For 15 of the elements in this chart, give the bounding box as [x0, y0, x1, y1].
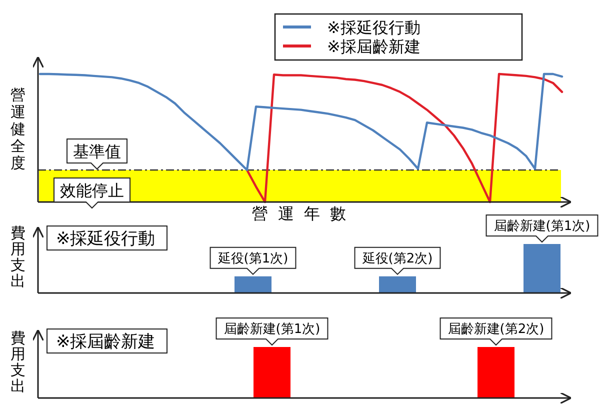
band-label: 效能停止	[60, 180, 124, 200]
chart-title: ※採屆齡新建	[56, 332, 156, 352]
text: 屆齡新建(第1次)	[224, 322, 320, 338]
legend-label: ※採屆齡新建	[327, 37, 420, 56]
y-axis-title: 費用支出	[10, 329, 26, 395]
annotation: 延役(第1次)	[216, 252, 288, 267]
chart-title: ※採延役行動	[56, 229, 156, 249]
y-axis-title: 營運健全度	[10, 86, 26, 172]
y-axis-title: 費用支出	[10, 224, 26, 290]
x-axis-title: 營運年數	[252, 204, 356, 223]
ref-line-label: 基準值	[73, 142, 121, 161]
text: 屆齡新建(第1次)	[494, 219, 590, 234]
annotation: 延役(第2次)	[361, 252, 433, 267]
legend-label: ※採延役行動	[327, 18, 420, 37]
text: 屆齡新建(第2次)	[448, 322, 544, 338]
